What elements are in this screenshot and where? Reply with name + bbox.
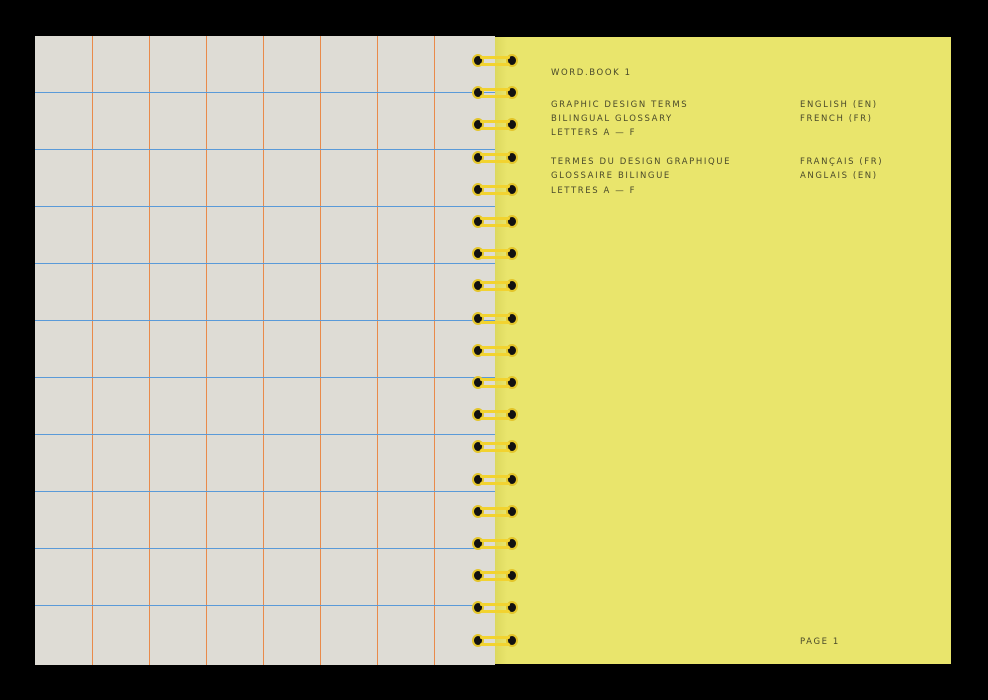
en-lang-2: FRENCH (FR) [800, 114, 873, 124]
spiral-ring [470, 504, 520, 520]
grid-line-horizontal [35, 263, 495, 264]
grid-line-horizontal [35, 377, 495, 378]
grid-line-horizontal [35, 92, 495, 93]
spiral-ring [470, 407, 520, 423]
spiral-ring [470, 150, 520, 166]
grid-line-horizontal [35, 434, 495, 435]
fr-line-1: TERMES DU DESIGN GRAPHIQUE [551, 157, 732, 167]
grid-line-horizontal [35, 149, 495, 150]
fr-line-3: LETTRES A — F [551, 186, 637, 196]
fr-lang-2: ANGLAIS (EN) [800, 171, 878, 181]
spiral-ring [470, 311, 520, 327]
spiral-ring [470, 182, 520, 198]
fr-line-2: GLOSSAIRE BILINGUE [551, 171, 671, 181]
book-title: WORD.BOOK 1 [551, 68, 632, 78]
en-line-3: LETTERS A — F [551, 128, 637, 138]
fr-lang-1: FRANÇAIS (FR) [800, 157, 884, 167]
spiral-ring [470, 375, 520, 391]
spiral-ring [470, 472, 520, 488]
grid-line-vertical [320, 36, 321, 665]
page-number: PAGE 1 [800, 637, 840, 647]
spiral-ring [470, 278, 520, 294]
en-line-2: BILINGUAL GLOSSARY [551, 114, 673, 124]
spiral-ring [470, 633, 520, 649]
grid-line-vertical [206, 36, 207, 665]
grid-line-horizontal [35, 206, 495, 207]
yellow-title-page: WORD.BOOK 1 GRAPHIC DESIGN TERMS BILINGU… [495, 37, 951, 664]
spiral-ring [470, 343, 520, 359]
grid-line-horizontal [35, 548, 495, 549]
en-line-1: GRAPHIC DESIGN TERMS [551, 100, 689, 110]
spiral-ring [470, 214, 520, 230]
grid-line-vertical [263, 36, 264, 665]
spiral-ring [470, 536, 520, 552]
grid-line-vertical [434, 36, 435, 665]
grid-line-vertical [92, 36, 93, 665]
grid-line-horizontal [35, 320, 495, 321]
spiral-ring [470, 568, 520, 584]
spiral-ring [470, 53, 520, 69]
grid-line-horizontal [35, 491, 495, 492]
en-lang-1: ENGLISH (EN) [800, 100, 878, 110]
spiral-ring [470, 439, 520, 455]
spiral-ring [470, 85, 520, 101]
spiral-ring [470, 246, 520, 262]
grid-line-vertical [149, 36, 150, 665]
grid-line-vertical [377, 36, 378, 665]
spiral-ring [470, 600, 520, 616]
spiral-ring [470, 117, 520, 133]
grid-line-horizontal [35, 605, 495, 606]
grid-paper-page [35, 36, 495, 665]
